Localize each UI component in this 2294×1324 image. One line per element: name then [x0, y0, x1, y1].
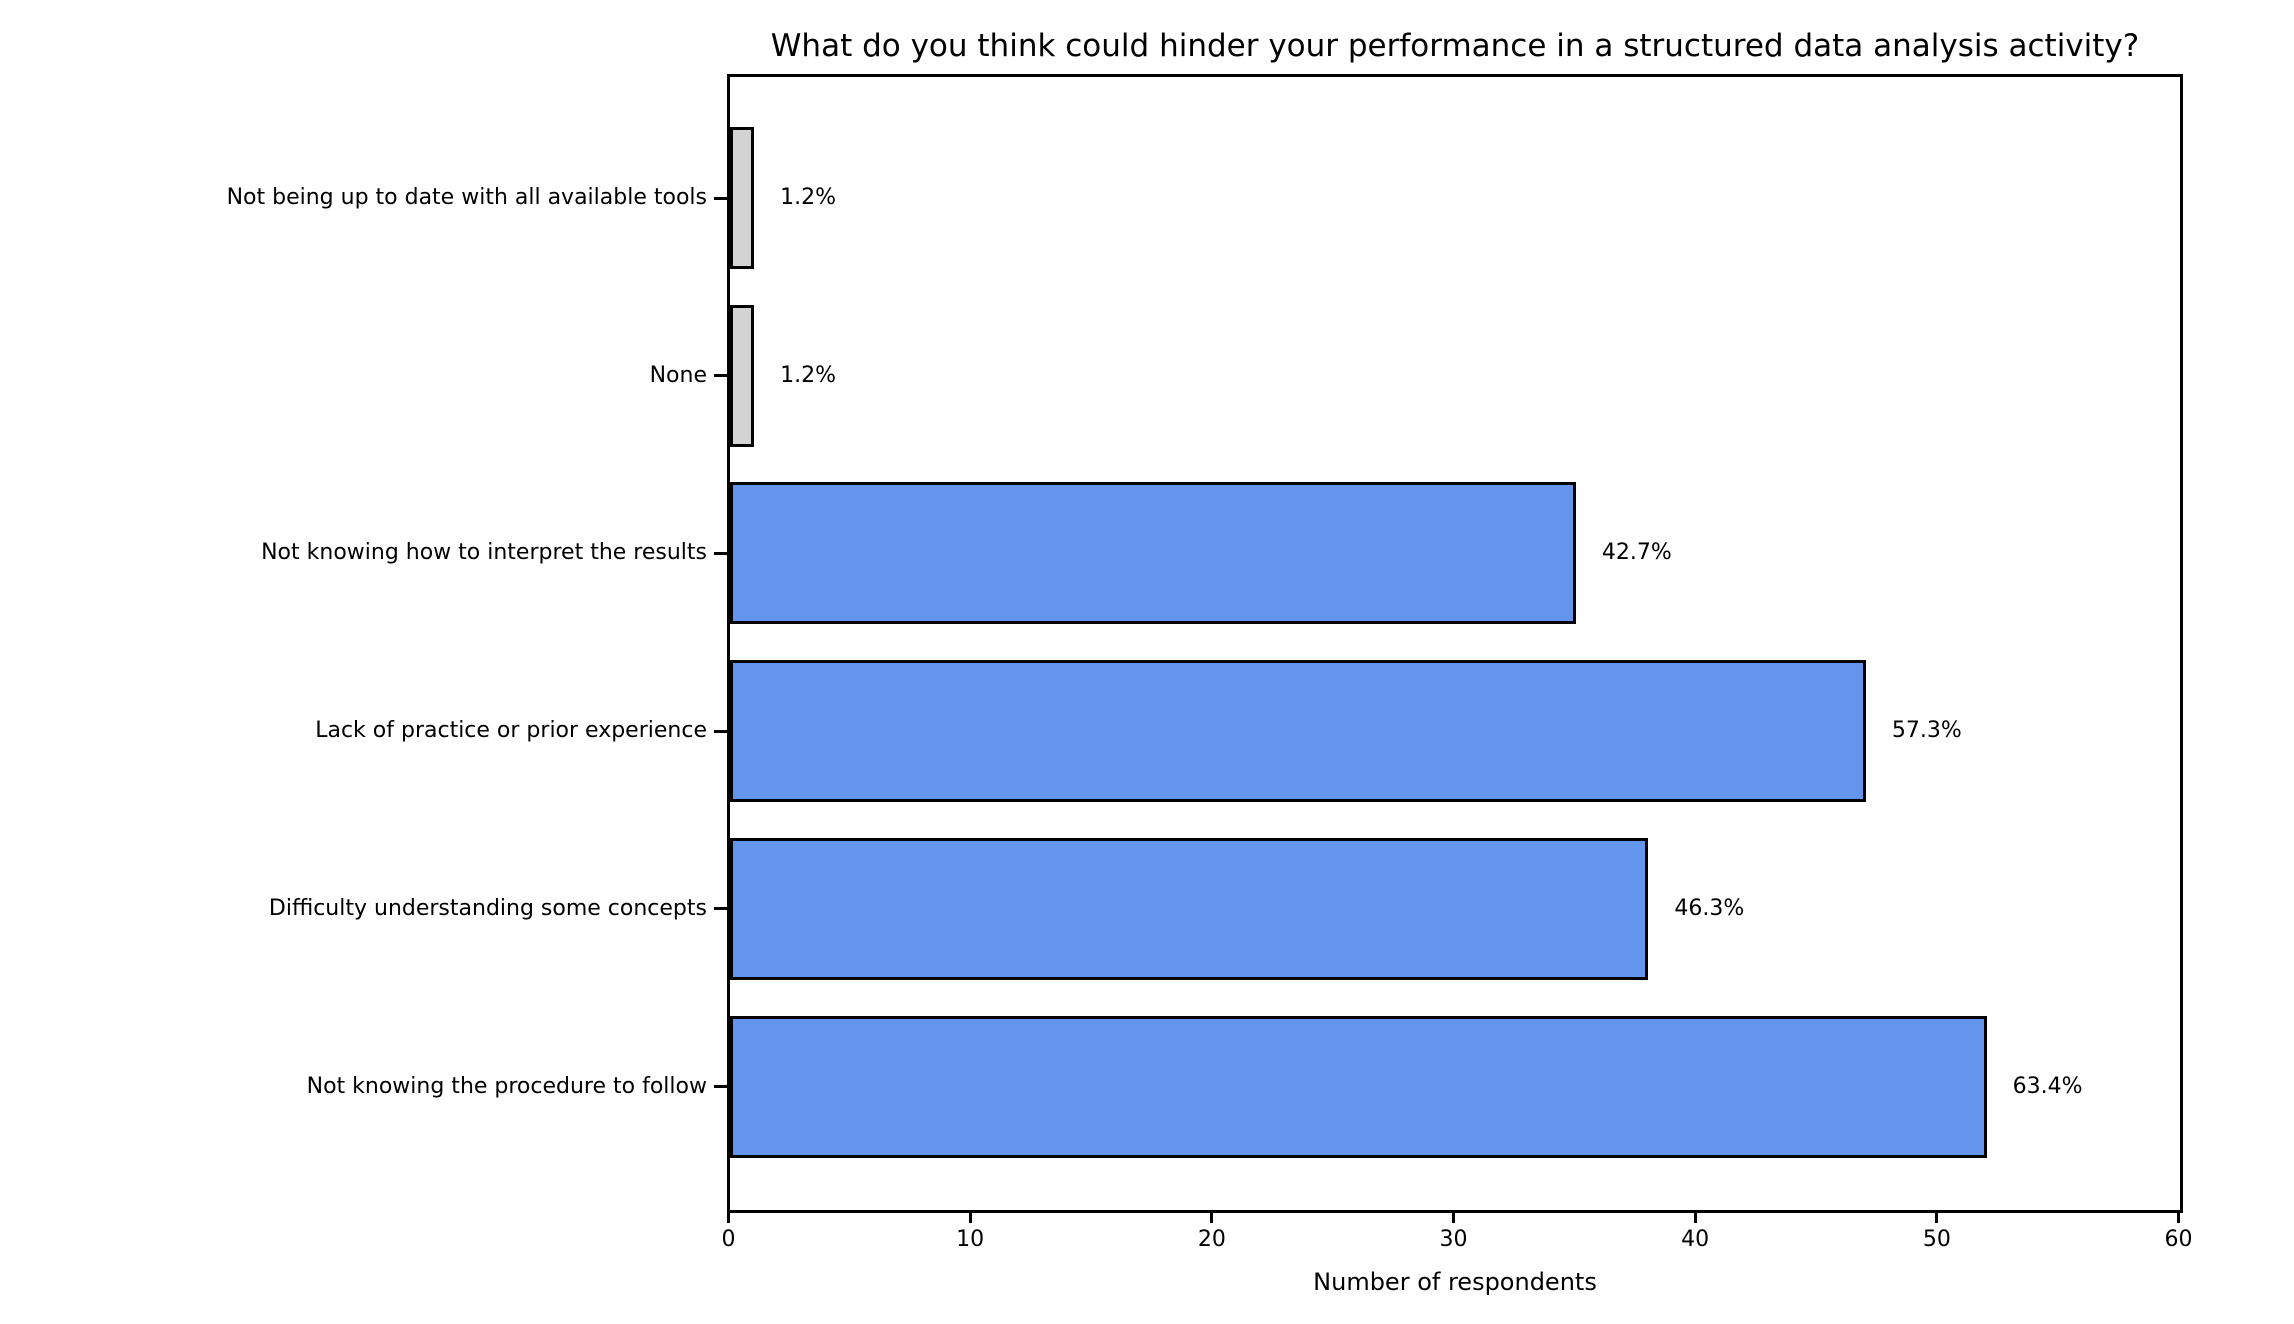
x-tick-label: 50	[1922, 1227, 1951, 1252]
x-tick-mark	[1935, 1210, 1939, 1223]
x-tick-mark	[1693, 1210, 1697, 1223]
chart-title: What do you think could hinder your perf…	[770, 28, 2140, 64]
bar-value-label: 46.3%	[1674, 895, 1745, 921]
y-tick-label: Not knowing how to interpret the results	[261, 540, 707, 566]
x-tick-mark	[2177, 1210, 2180, 1223]
bar-value-label: 42.7%	[1601, 540, 1672, 566]
y-tick-label: Difficulty understanding some concepts	[268, 895, 707, 921]
bar	[730, 1015, 1987, 1158]
y-tick-mark	[714, 729, 728, 733]
x-tick-mark	[1452, 1210, 1455, 1223]
bar	[730, 660, 1866, 803]
y-tick-label: Not being up to date with all available …	[226, 185, 707, 210]
y-tick-mark	[714, 551, 728, 555]
plot-inner-region	[730, 77, 2180, 1210]
bar-value-label: 1.2%	[780, 362, 837, 388]
plot-area	[727, 74, 2183, 1213]
x-tick-mark	[968, 1210, 972, 1223]
bar	[730, 482, 1576, 625]
x-axis-label: Number of respondents	[1313, 1268, 1597, 1296]
x-tick-mark	[1210, 1210, 1214, 1223]
x-tick-label: 30	[1439, 1227, 1468, 1252]
x-tick-label: 20	[1197, 1227, 1226, 1252]
x-tick-label: 60	[2164, 1227, 2193, 1252]
y-tick-mark	[714, 907, 728, 911]
x-tick-label: 0	[721, 1227, 736, 1252]
x-tick-label: 40	[1681, 1227, 1710, 1252]
bar-value-label: 1.2%	[780, 185, 837, 210]
bar	[730, 304, 755, 447]
y-tick-mark	[714, 1085, 728, 1088]
bar-value-label: 63.4%	[2012, 1073, 2083, 1099]
y-tick-label: None	[649, 362, 707, 388]
y-tick-mark	[714, 196, 728, 200]
y-tick-label: Not knowing the procedure to follow	[306, 1073, 707, 1099]
x-tick-mark	[727, 1210, 730, 1223]
bar	[730, 837, 1649, 980]
bar	[730, 127, 755, 269]
x-tick-label: 10	[956, 1227, 985, 1252]
bar-value-label: 57.3%	[1891, 718, 1962, 744]
y-tick-mark	[714, 374, 728, 378]
y-tick-label: Lack of practice or prior experience	[315, 718, 707, 744]
